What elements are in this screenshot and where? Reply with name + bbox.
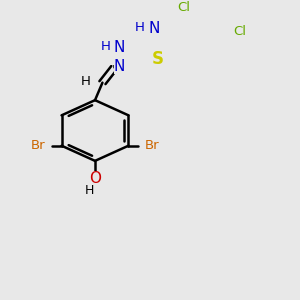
Text: Cl: Cl	[233, 26, 246, 38]
Text: N: N	[148, 21, 160, 36]
Text: N: N	[114, 58, 125, 74]
Text: H: H	[135, 21, 145, 34]
Text: Cl: Cl	[177, 1, 190, 14]
Text: Br: Br	[31, 139, 45, 152]
Text: H: H	[81, 75, 91, 88]
Text: Br: Br	[145, 139, 159, 152]
Text: S: S	[152, 50, 164, 68]
Text: H: H	[84, 184, 94, 196]
Text: O: O	[89, 171, 101, 186]
Text: H: H	[101, 40, 111, 53]
Text: N: N	[114, 40, 125, 55]
